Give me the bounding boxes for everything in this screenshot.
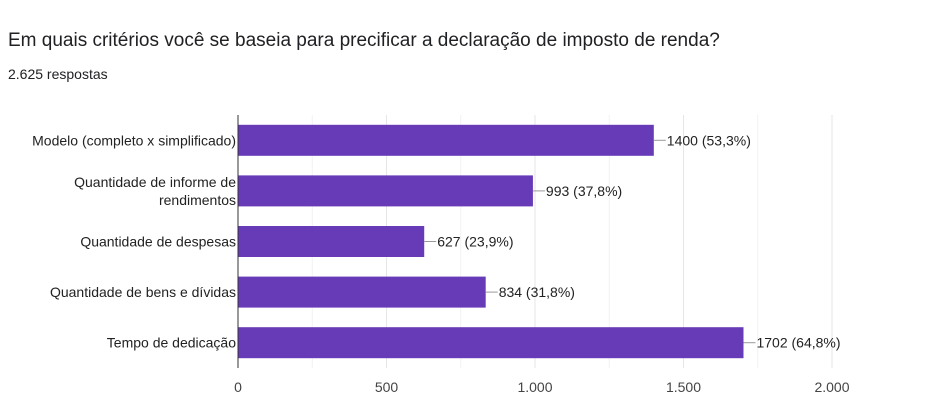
bar <box>238 175 533 207</box>
bar <box>238 327 744 359</box>
data-label: 1400 (53,3%) <box>667 132 751 148</box>
category-label: Quantidade de bens e dívidas <box>50 284 236 300</box>
bar <box>238 276 486 308</box>
category-label: Tempo de dedicação <box>107 335 236 351</box>
category-label: Quantidade de informe de <box>74 174 236 190</box>
data-label: 627 (23,9%) <box>437 234 513 250</box>
data-label: 1702 (64,8%) <box>756 335 840 351</box>
question-title: Em quais critérios você se baseia para p… <box>8 30 720 51</box>
bar <box>238 124 654 156</box>
data-label: 993 (37,8%) <box>546 183 622 199</box>
bar <box>238 226 425 257</box>
x-tick-label: 500 <box>375 379 399 395</box>
category-label: Modelo (completo x simplificado) <box>32 132 236 148</box>
x-tick-label: 1.000 <box>517 379 552 395</box>
category-label: Quantidade de despesas <box>80 234 236 250</box>
category-label: rendimentos <box>159 192 236 208</box>
x-tick-label: 1.500 <box>666 379 701 395</box>
x-tick-label: 2.000 <box>814 379 849 395</box>
x-tick-label: 0 <box>234 379 242 395</box>
response-count: 2.625 respostas <box>8 66 108 82</box>
data-label: 834 (31,8%) <box>499 284 575 300</box>
